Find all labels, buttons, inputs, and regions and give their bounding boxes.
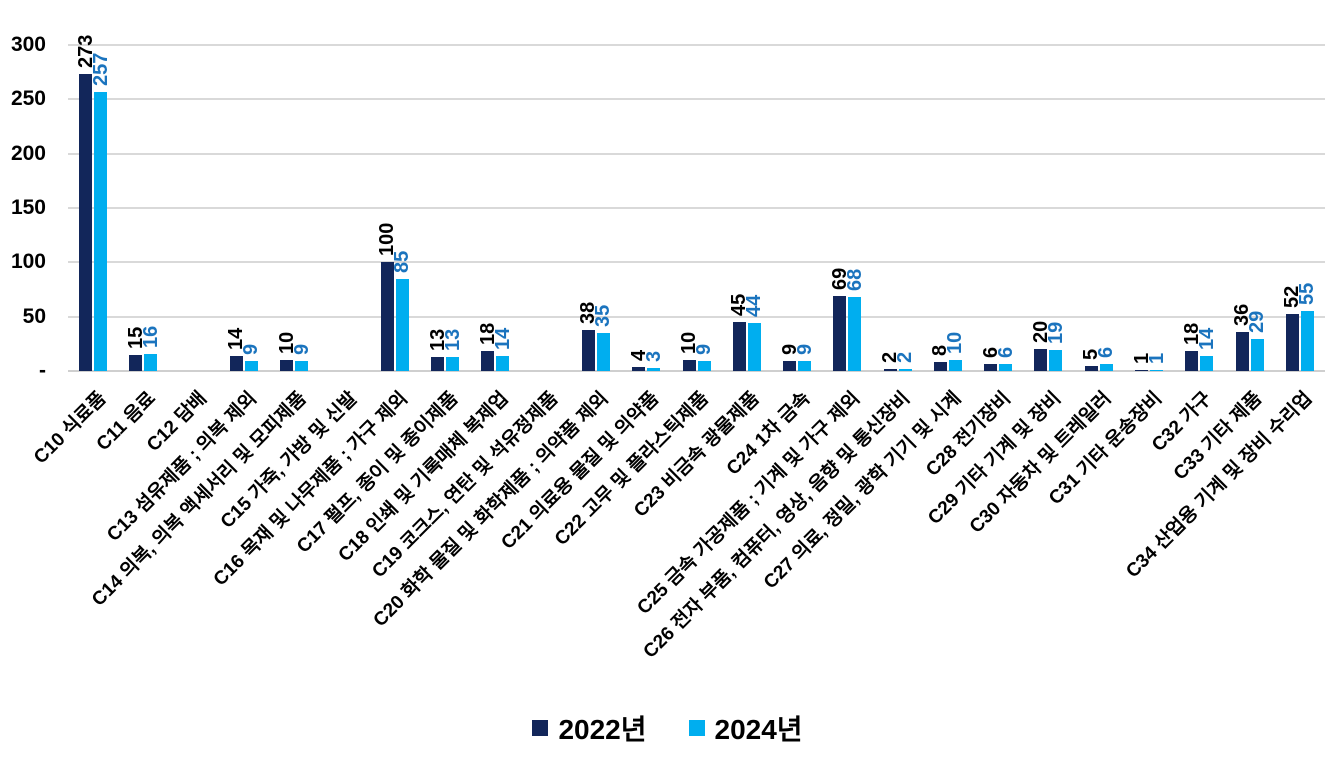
bar-2024 — [747, 323, 761, 371]
value-label-2024: 257 — [89, 52, 112, 86]
legend-label-2022: 2022년 — [558, 714, 647, 745]
gridline — [68, 207, 1325, 209]
bar-2022 — [79, 74, 93, 371]
bar-2024 — [848, 297, 862, 371]
bar-2022 — [229, 355, 243, 371]
bar-2024 — [898, 368, 912, 371]
legend-item-2022: 2022년 — [532, 708, 647, 748]
gridline — [68, 44, 1325, 46]
bar-2022 — [581, 329, 595, 371]
y-tick-label: 100 — [10, 250, 46, 274]
bar-2022 — [732, 322, 746, 371]
bar-2024 — [1200, 355, 1214, 371]
bar-2024 — [697, 361, 711, 371]
value-label-2024: 1 — [1145, 352, 1168, 364]
y-tick-label: 150 — [10, 196, 46, 219]
bar-2022 — [1185, 351, 1199, 371]
bar-2024 — [446, 356, 460, 371]
bar-2024 — [496, 355, 510, 371]
value-label-2024: 9 — [793, 344, 816, 356]
value-label-2024: 19 — [1044, 322, 1067, 345]
y-tick-label: 200 — [10, 141, 46, 165]
bar-2024 — [596, 332, 610, 371]
value-label-2024: 9 — [693, 344, 715, 356]
bar-2024 — [94, 91, 108, 371]
bar-2022 — [1084, 365, 1098, 371]
bar-2022 — [1135, 369, 1149, 371]
bar-2022 — [280, 360, 294, 371]
bar-2024 — [1099, 364, 1113, 371]
bar-2022 — [129, 354, 143, 371]
bar-2024 — [395, 278, 409, 371]
x-category-label: C10 식료품 — [29, 388, 110, 469]
bar-2022 — [682, 360, 696, 371]
bar-2022 — [933, 362, 947, 371]
gridline — [68, 261, 1325, 264]
bar-2022 — [481, 351, 495, 371]
bar-2024 — [1150, 369, 1164, 371]
value-label-2024: 29 — [1246, 311, 1269, 334]
value-label-2024: 6 — [994, 347, 1017, 359]
bar-2022 — [984, 364, 998, 371]
value-label-2024: 6 — [1095, 347, 1118, 359]
value-label-2024: 3 — [642, 350, 665, 362]
bar-2022 — [833, 296, 847, 371]
legend-swatch-2022 — [532, 720, 549, 736]
bar-2024 — [1049, 350, 1063, 371]
bar-2022 — [632, 366, 646, 371]
value-label-2024: 2 — [894, 351, 917, 363]
y-tick-label: 50 — [22, 304, 46, 328]
value-label-2024: 16 — [139, 325, 162, 348]
value-label-2024: 85 — [391, 250, 414, 273]
gridline — [68, 315, 1325, 318]
bar-2024 — [647, 367, 661, 371]
bar-2022 — [1285, 314, 1299, 371]
bar-2024 — [295, 361, 309, 371]
value-label-2024: 10 — [944, 331, 967, 355]
value-label-2024: 55 — [1296, 282, 1319, 306]
bar-2022 — [883, 368, 897, 371]
legend-label-2024: 2024년 — [714, 714, 803, 745]
value-label-2024: 14 — [491, 327, 514, 350]
bar-2024 — [144, 353, 158, 371]
legend-swatch-2024 — [688, 720, 705, 736]
gridline — [68, 98, 1325, 101]
bar-2022 — [1034, 349, 1048, 371]
value-label-2024: 9 — [240, 344, 263, 356]
y-tick-label: 300 — [10, 33, 46, 56]
bar-2024 — [999, 364, 1013, 371]
value-label-2024: 44 — [743, 294, 766, 318]
bar-2024 — [798, 361, 812, 371]
bar-2022 — [380, 262, 394, 371]
chart-legend: 2022년 2024년 — [0, 708, 1335, 748]
bar-2022 — [1235, 331, 1249, 371]
value-label-2024: 14 — [1195, 327, 1218, 350]
value-label-2024: 35 — [592, 304, 615, 327]
bar-2022 — [783, 361, 797, 371]
bar-2024 — [1300, 311, 1314, 371]
bar-2024 — [948, 360, 962, 371]
legend-item-2024: 2024년 — [688, 708, 803, 748]
bar-2024 — [1250, 339, 1264, 371]
gridline — [68, 152, 1325, 155]
value-label-2024: 13 — [441, 328, 464, 351]
y-tick-label: - — [39, 359, 46, 382]
value-label-2024: 9 — [290, 344, 313, 356]
x-axis-line — [68, 370, 1325, 372]
y-tick-label: 250 — [10, 87, 46, 111]
bar-2022 — [431, 356, 445, 371]
value-label-2024: 68 — [843, 268, 866, 292]
bar-2024 — [244, 361, 258, 371]
